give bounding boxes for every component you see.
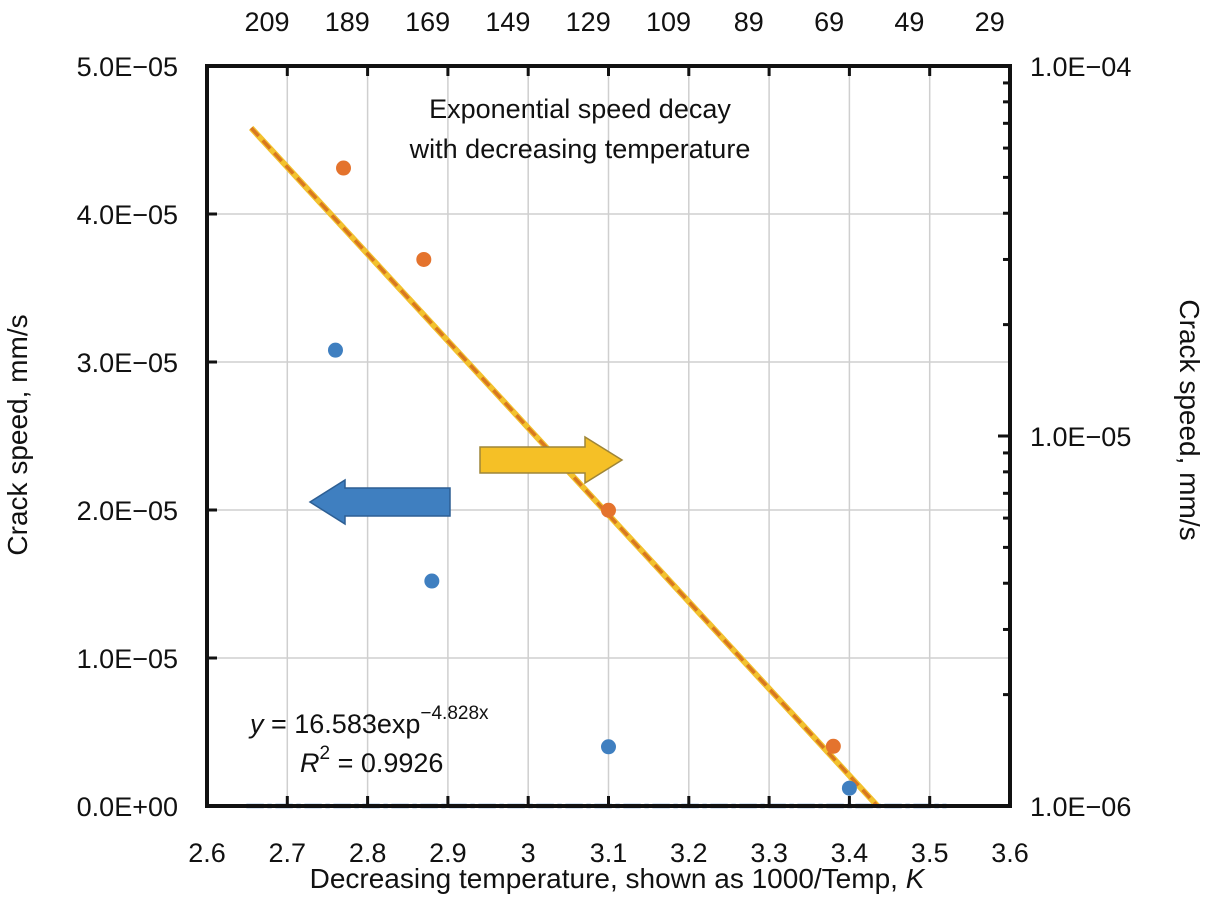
equation-exponent: −4.828x bbox=[420, 703, 489, 724]
data-point-right-1 bbox=[336, 160, 352, 176]
chart-title-line-2: with decreasing temperature bbox=[409, 134, 751, 164]
r-squared-var: R bbox=[300, 748, 320, 778]
y-axis-label-left: Crack speed, mm/s bbox=[2, 314, 33, 555]
top-tick-label: 109 bbox=[646, 7, 691, 37]
data-point-right-2 bbox=[416, 251, 432, 267]
y-left-tick-label: 3.0E−05 bbox=[77, 348, 178, 378]
x-axis-label-text: Decreasing temperature, shown as 1000/Te… bbox=[310, 863, 906, 894]
top-tick-label: 29 bbox=[975, 7, 1005, 37]
equation-main: = 16.583exp bbox=[264, 709, 421, 739]
y-right-tick-label: 1.0E−04 bbox=[1030, 52, 1131, 82]
left-axis-arrow bbox=[308, 478, 451, 526]
data-point-right-3 bbox=[601, 502, 616, 518]
x-axis-label-unit: K bbox=[906, 863, 926, 894]
x-tick-label: 3.5 bbox=[911, 838, 949, 868]
x-tick-label: 3 bbox=[521, 838, 536, 868]
x-tick-label: 2.8 bbox=[349, 838, 387, 868]
top-tick-label: 69 bbox=[814, 7, 844, 37]
fit-equation: y = 16.583exp−4.828x bbox=[248, 703, 489, 739]
r-squared-value: = 0.9926 bbox=[330, 748, 443, 778]
chart-title-line-1: Exponential speed decay bbox=[429, 94, 731, 124]
top-tick-label: 89 bbox=[734, 7, 764, 37]
top-tick-label: 169 bbox=[405, 7, 450, 37]
top-tick-label: 149 bbox=[485, 7, 530, 37]
axis-arrows bbox=[308, 435, 624, 526]
chart-title: Exponential speed decay with decreasing … bbox=[409, 94, 751, 164]
y-left-tick-label: 2.0E−05 bbox=[77, 496, 178, 526]
y-axis-label-right: Crack speed, mm/s bbox=[1174, 299, 1205, 540]
top-tick-label: 209 bbox=[244, 7, 289, 37]
r-squared-sup: 2 bbox=[320, 743, 331, 764]
y-left-tick-label: 5.0E−05 bbox=[77, 52, 178, 82]
top-tick-label: 129 bbox=[566, 7, 611, 37]
plot-frame bbox=[205, 64, 1012, 808]
y-left-tick-label: 0.0E+00 bbox=[77, 792, 178, 822]
data-point-left-4 bbox=[841, 780, 857, 796]
data-point-right-4 bbox=[825, 738, 841, 754]
x-axis-label: Decreasing temperature, shown as 1000/Te… bbox=[310, 863, 926, 894]
y-right-tick-label: 1.0E−05 bbox=[1030, 422, 1131, 452]
data-point-left-3 bbox=[601, 739, 616, 755]
y-left-tick-label: 1.0E−05 bbox=[77, 644, 178, 674]
x-tick-label: 3.6 bbox=[991, 838, 1029, 868]
x-tick-label: 3.4 bbox=[831, 838, 869, 868]
top-tick-label: 189 bbox=[325, 7, 370, 37]
data-point-left-2 bbox=[424, 573, 440, 589]
r-squared: R2 = 0.9926 bbox=[300, 743, 443, 778]
x-tick-label: 3.3 bbox=[750, 838, 788, 868]
x-tick-label: 2.7 bbox=[269, 838, 307, 868]
equation-y-var: y bbox=[248, 709, 265, 739]
y-left-tick-label: 4.0E−05 bbox=[77, 200, 178, 230]
grid-lines bbox=[207, 66, 1010, 806]
top-tick-label: 49 bbox=[894, 7, 924, 37]
x-tick-label: 3.1 bbox=[590, 838, 628, 868]
y-right-tick-label: 1.0E−06 bbox=[1030, 792, 1131, 822]
data-points bbox=[327, 160, 857, 796]
right-axis-arrow bbox=[479, 435, 624, 485]
data-point-left-1 bbox=[327, 342, 343, 358]
x-tick-label: 3.2 bbox=[670, 838, 708, 868]
x-tick-label: 2.9 bbox=[429, 838, 467, 868]
tick-labels: 2.6 2.7 2.8 2.9 3 3.1 3.2 3.3 3.4 3.5 3.6 209 189 169… bbox=[77, 7, 1132, 868]
x-tick-label: 2.6 bbox=[188, 838, 226, 868]
